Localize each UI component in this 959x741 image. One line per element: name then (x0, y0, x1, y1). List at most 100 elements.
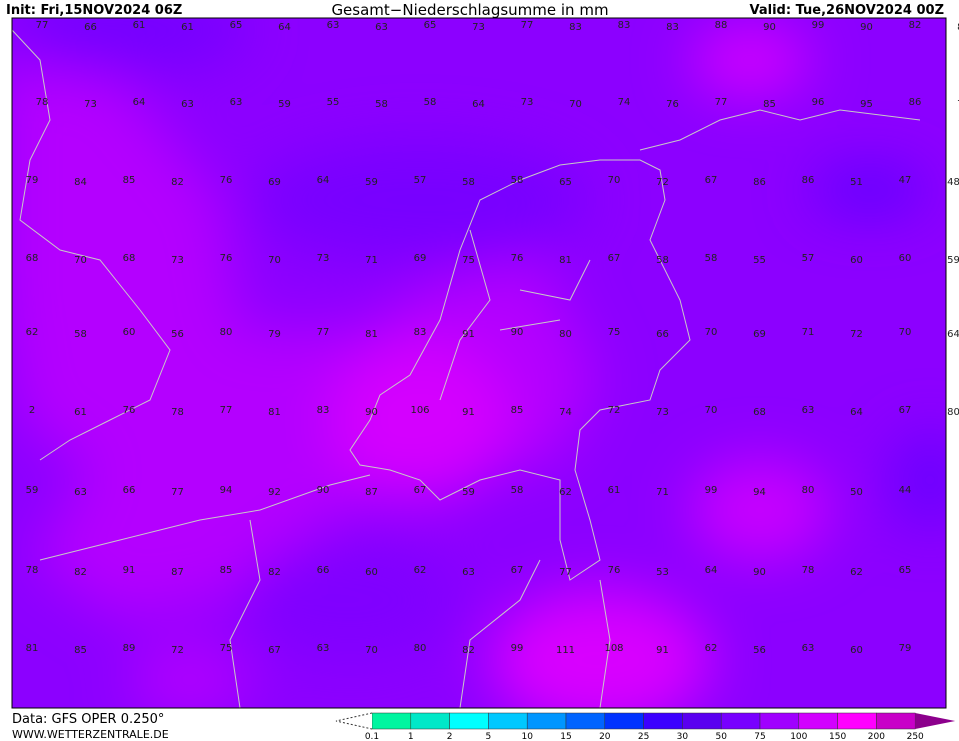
legend-swatch (488, 712, 528, 730)
grid-value: 59 (462, 487, 475, 498)
grid-value: 74 (559, 407, 572, 418)
grid-value: 90 (860, 22, 873, 33)
grid-value: 72 (850, 329, 863, 340)
legend-label: 250 (907, 732, 924, 741)
grid-value: 78 (26, 565, 39, 576)
grid-value: 82 (74, 567, 87, 578)
grid-value: 70 (899, 327, 912, 338)
grid-value: 70 (268, 255, 281, 266)
legend-label: 50 (715, 732, 727, 741)
grid-value: 70 (74, 255, 87, 266)
grid-value: 77 (220, 405, 233, 416)
valid-label: Valid: Tue,26NOV2024 00Z (750, 3, 944, 18)
grid-value: 62 (26, 327, 39, 338)
legend-swatch (565, 712, 606, 730)
grid-value: 91 (656, 645, 669, 656)
grid-value: 58 (705, 253, 718, 264)
legend-label: 10 (521, 732, 533, 741)
grid-value: 80 (947, 407, 959, 418)
grid-value: 83 (666, 22, 679, 33)
legend-label: 15 (560, 732, 571, 741)
grid-value: 63 (327, 20, 340, 31)
grid-value: 70 (365, 645, 378, 656)
grid-value: 80 (559, 329, 572, 340)
grid-value: 60 (365, 567, 378, 578)
grid-value: 61 (133, 20, 146, 31)
legend-label: 200 (868, 732, 885, 741)
legend-swatch (604, 712, 644, 730)
legend-swatch (526, 712, 567, 730)
grid-value: 56 (171, 329, 184, 340)
grid-value: 67 (705, 175, 718, 186)
legend-label: 25 (638, 732, 649, 741)
grid-value: 90 (511, 327, 524, 338)
grid-value: 90 (317, 485, 330, 496)
grid-value: 65 (559, 177, 572, 188)
grid-value: 90 (763, 22, 776, 33)
value-grid: 77 66 61 61 65 64 63 63 65 73 77 83 83 83 88 90 99 90 82 82… (26, 20, 959, 656)
grid-value: 77 (171, 487, 184, 498)
grid-value: 95 (860, 99, 873, 110)
grid-value: 94 (753, 487, 766, 498)
grid-value: 76 (666, 99, 679, 110)
grid-value: 48 (947, 177, 959, 188)
grid-value: 62 (705, 643, 718, 654)
grid-value: 44 (899, 485, 912, 496)
legend-open-arrow (335, 712, 373, 730)
grid-value: 84 (74, 177, 87, 188)
grid-value: 51 (850, 177, 863, 188)
grid-value: 65 (424, 20, 437, 31)
grid-value: 57 (802, 253, 815, 264)
legend-swatch (682, 712, 722, 730)
grid-value: 69 (414, 253, 427, 264)
grid-value: 83 (414, 327, 427, 338)
grid-value: 69 (753, 329, 766, 340)
grid-value: 87 (171, 567, 184, 578)
legend-label: 20 (599, 732, 611, 741)
legend-swatch (876, 712, 916, 730)
grid-value: 94 (220, 485, 233, 496)
legend: 0.1 1 2 5 10 15 20 25 30 50 75 100 150 200 250 (335, 712, 956, 741)
grid-value: 67 (268, 645, 281, 656)
grid-value: 77 (715, 97, 728, 108)
legend-arrow (915, 713, 956, 729)
grid-value: 63 (375, 22, 388, 33)
grid-value: 64 (472, 99, 485, 110)
grid-value: 81 (559, 255, 572, 266)
grid-value: 66 (656, 329, 669, 340)
legend-label: 5 (486, 732, 492, 741)
grid-value: 96 (812, 97, 825, 108)
grid-value: 58 (511, 175, 524, 186)
grid-value: 71 (656, 487, 669, 498)
grid-value: 73 (656, 407, 669, 418)
grid-value: 76 (220, 253, 233, 264)
grid-value: 82 (909, 20, 922, 31)
grid-value: 73 (521, 97, 534, 108)
grid-value: 99 (705, 485, 718, 496)
grid-value: 70 (705, 327, 718, 338)
grid-value: 85 (763, 99, 776, 110)
grid-value: 63 (462, 567, 475, 578)
grid-value: 108 (604, 643, 623, 654)
grid-value: 77 (317, 327, 330, 338)
grid-value: 78 (802, 565, 815, 576)
grid-value: 99 (511, 643, 524, 654)
grid-value: 106 (410, 405, 429, 416)
grid-value: 76 (608, 565, 621, 576)
grid-value: 91 (462, 329, 475, 340)
grid-value: 77 (957, 99, 959, 110)
grid-value: 80 (220, 327, 233, 338)
grid-value: 68 (753, 407, 766, 418)
grid-value: 82 (171, 177, 184, 188)
grid-value: 66 (123, 485, 136, 496)
grid-value: 92 (268, 487, 281, 498)
grid-value: 58 (462, 177, 475, 188)
grid-value: 59 (26, 485, 39, 496)
grid-value: 60 (899, 253, 912, 264)
init-label: Init: Fri,15NOV2024 06Z (6, 3, 182, 18)
grid-value: 77 (559, 567, 572, 578)
grid-value: 72 (656, 177, 669, 188)
grid-value: 62 (414, 565, 427, 576)
grid-value: 88 (715, 20, 728, 31)
